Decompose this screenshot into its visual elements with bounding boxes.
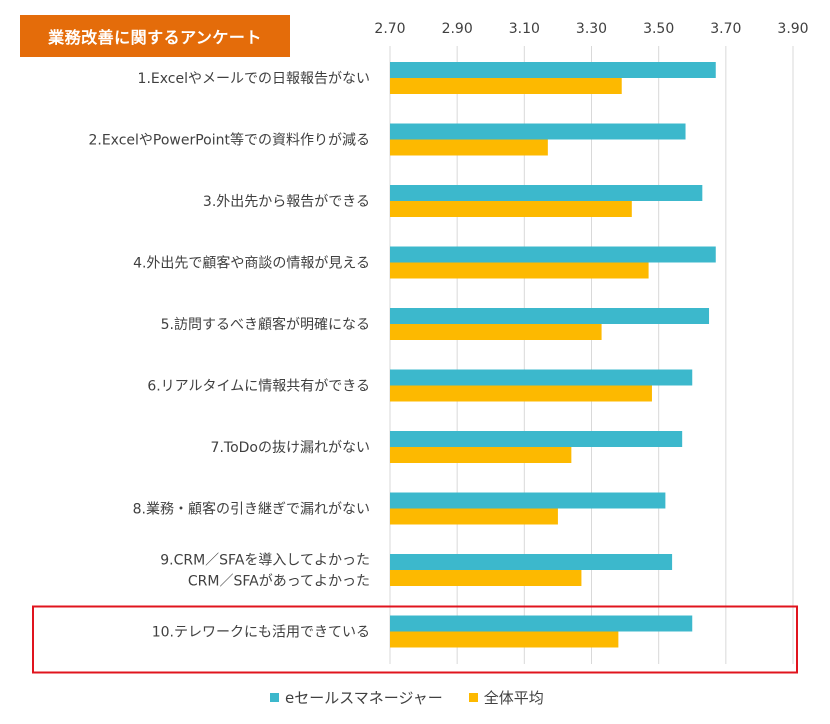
category-label: 9.CRM／SFAを導入してよかった — [160, 553, 370, 569]
x-tick-label: 3.90 — [777, 21, 808, 37]
category-label: 6.リアルタイムに情報共有ができる — [147, 379, 370, 395]
bar-series2 — [390, 631, 619, 648]
legend-label-series1: eセールスマネージャー — [285, 688, 443, 707]
bar-series2 — [390, 385, 652, 402]
bar-series1 — [390, 123, 686, 140]
bar-series1 — [390, 62, 716, 78]
category-label: 1.Excelやメールでの日報報告がない — [138, 71, 370, 87]
category-label: CRM／SFAがあってよかった — [188, 574, 370, 590]
bar-series2 — [390, 78, 622, 94]
x-tick-label: 3.30 — [576, 21, 607, 37]
legend-swatch-series1 — [270, 692, 279, 702]
category-label: 5.訪問するべき顧客が明確になる — [161, 316, 370, 333]
bar-series1 — [390, 554, 673, 570]
category-label: 8.業務・顧客の引き継ぎで漏れがない — [133, 501, 370, 518]
bar-series2 — [390, 570, 582, 586]
bar-series2 — [390, 262, 649, 279]
x-tick-label: 3.50 — [643, 21, 674, 37]
bar-series2 — [390, 201, 632, 217]
bar-series1 — [390, 246, 716, 263]
legend-item-series2: 全体平均 — [468, 687, 544, 708]
x-tick-label: 2.90 — [442, 21, 473, 37]
bar-series2 — [390, 508, 558, 525]
legend: eセールスマネージャー 全体平均 — [270, 686, 590, 708]
bar-series1 — [390, 369, 693, 386]
legend-item-series1: eセールスマネージャー — [270, 687, 443, 708]
category-label: 7.ToDoの抜け漏れがない — [211, 440, 370, 456]
bar-series2 — [390, 139, 548, 156]
x-tick-label: 3.70 — [710, 21, 741, 37]
bar-series2 — [390, 324, 602, 340]
x-tick-label: 3.10 — [509, 21, 540, 37]
bar-series1 — [390, 615, 693, 632]
chart-title: 業務改善に関するアンケート — [20, 15, 290, 57]
legend-swatch-series2 — [468, 692, 478, 702]
bar-series1 — [390, 492, 666, 509]
bar-series1 — [390, 185, 703, 201]
bar-series1 — [390, 431, 683, 447]
legend-label-series2: 全体平均 — [483, 688, 544, 707]
x-tick-label: 2.70 — [374, 21, 405, 37]
category-label: 10.テレワークにも活用できている — [152, 625, 370, 641]
bar-series2 — [390, 447, 572, 463]
category-label: 4.外出先で顧客や商談の情報が見える — [133, 255, 370, 272]
highlight-box — [32, 605, 798, 674]
bar-series1 — [390, 308, 710, 324]
category-label: 2.ExcelやPowerPoint等での資料作りが減る — [88, 132, 370, 149]
category-label: 3.外出先から報告ができる — [203, 194, 370, 210]
